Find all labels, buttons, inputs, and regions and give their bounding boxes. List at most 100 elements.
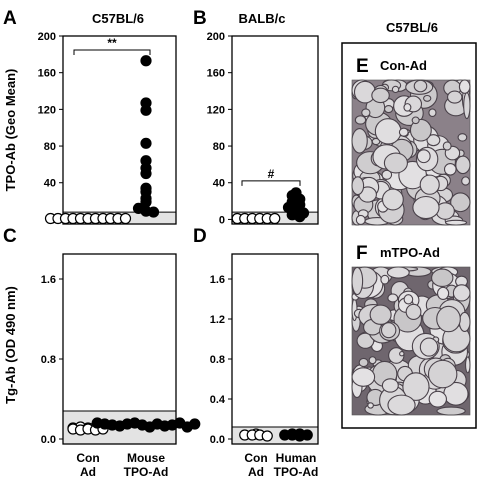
follicle-shape bbox=[442, 141, 452, 151]
data-point bbox=[294, 211, 306, 223]
follicle-shape bbox=[383, 152, 408, 174]
follicle-shape bbox=[367, 402, 374, 409]
follicle-shape bbox=[371, 87, 390, 104]
follicle-shape bbox=[447, 90, 463, 104]
follicle-shape bbox=[412, 195, 440, 220]
histology-title: C57BL/6 bbox=[386, 20, 438, 35]
follicle-shape bbox=[361, 108, 371, 118]
follicle-shape bbox=[443, 162, 457, 176]
y-tick-label: 40 bbox=[44, 178, 56, 190]
follicle-shape bbox=[387, 293, 399, 303]
micrograph-mtpo-ad bbox=[351, 266, 471, 416]
y-tick-label: 120 bbox=[207, 104, 225, 116]
follicle-shape bbox=[369, 304, 392, 325]
y-tick-label: 200 bbox=[207, 31, 225, 43]
follicle-shape bbox=[457, 133, 468, 142]
y-tick-label: 1.6 bbox=[41, 274, 56, 286]
plot-frame bbox=[62, 35, 177, 225]
group-label: Con bbox=[76, 451, 99, 465]
follicle-shape bbox=[426, 134, 441, 147]
panel-letter: A bbox=[3, 8, 17, 29]
group-label: TPO-Ad bbox=[274, 465, 319, 478]
panel-title: BALB/c bbox=[239, 11, 286, 26]
data-point bbox=[140, 104, 152, 116]
y-axis-title-bottom: Tg-Ab (OD 490 nm) bbox=[3, 286, 18, 404]
y-tick-label: 0.4 bbox=[210, 394, 226, 406]
follicle-shape bbox=[431, 268, 454, 288]
y-tick-label: 1.2 bbox=[210, 314, 225, 326]
panel-e-label: Con-Ad bbox=[380, 58, 427, 73]
follicle-shape bbox=[358, 357, 369, 368]
follicle-shape bbox=[351, 367, 376, 387]
y-tick-label: 160 bbox=[38, 68, 56, 80]
follicle-shape bbox=[409, 118, 432, 142]
follicle-shape bbox=[423, 94, 432, 102]
data-point bbox=[301, 429, 313, 441]
panel-f-letter: F bbox=[356, 243, 368, 264]
follicle-shape bbox=[386, 266, 410, 279]
follicle-shape bbox=[398, 127, 409, 137]
y-tick-label: 0.0 bbox=[210, 434, 225, 446]
data-point bbox=[140, 137, 152, 149]
follicle-shape bbox=[351, 176, 365, 196]
follicle-shape bbox=[381, 378, 399, 393]
follicle-shape bbox=[402, 372, 430, 401]
follicle-shape bbox=[444, 219, 468, 226]
y-tick-label: 1.6 bbox=[210, 274, 225, 286]
follicle-shape bbox=[356, 332, 375, 349]
follicle-shape bbox=[405, 303, 422, 321]
plot-frame bbox=[231, 253, 319, 445]
follicle-shape bbox=[381, 188, 404, 211]
significance-marker: ** bbox=[107, 36, 117, 50]
y-tick-label: 0.8 bbox=[41, 354, 56, 366]
panel-f-label: mTPO-Ad bbox=[380, 245, 440, 260]
plot-frame bbox=[62, 253, 177, 445]
follicle-shape bbox=[436, 406, 466, 416]
follicle-shape bbox=[355, 214, 366, 226]
follicle-shape bbox=[416, 149, 431, 164]
group-label: Ad bbox=[80, 465, 96, 478]
y-tick-label: 120 bbox=[38, 104, 56, 116]
follicle-shape bbox=[428, 390, 447, 408]
follicle-shape bbox=[399, 351, 405, 357]
follicle-shape bbox=[391, 85, 400, 94]
follicle-shape bbox=[436, 286, 450, 301]
follicle-shape bbox=[458, 79, 471, 94]
panel-letter: B bbox=[193, 8, 207, 29]
follicle-shape bbox=[436, 305, 461, 333]
follicle-shape bbox=[419, 337, 439, 357]
data-point bbox=[261, 430, 273, 442]
follicle-shape bbox=[455, 155, 471, 175]
follicle-shape bbox=[458, 311, 471, 333]
data-point bbox=[140, 55, 152, 67]
follicle-shape bbox=[419, 174, 440, 195]
group-label: Human bbox=[276, 451, 317, 465]
y-tick-label: 0.8 bbox=[210, 354, 225, 366]
follicle-shape bbox=[403, 294, 414, 305]
panel-letter: D bbox=[193, 226, 207, 247]
histology-panel: C57BL/6 E Con-Ad F mTPO-Ad bbox=[341, 20, 477, 429]
follicle-shape bbox=[351, 127, 368, 154]
follicle-shape bbox=[403, 103, 412, 112]
data-point bbox=[119, 212, 132, 225]
group-label: TPO-Ad bbox=[124, 465, 169, 478]
significance-marker: # bbox=[268, 167, 275, 181]
follicle-shape bbox=[380, 274, 390, 285]
y-tick-label: 0 bbox=[219, 214, 225, 226]
follicle-shape bbox=[380, 322, 397, 339]
follicle-shape bbox=[463, 92, 471, 120]
y-tick-label: 160 bbox=[207, 68, 225, 80]
follicle-shape bbox=[381, 169, 393, 180]
significance-bracket bbox=[241, 180, 301, 186]
follicle-shape bbox=[452, 284, 471, 302]
data-point bbox=[147, 206, 160, 218]
follicle-shape bbox=[354, 115, 367, 125]
significance-bracket bbox=[73, 49, 151, 55]
follicle-shape bbox=[374, 118, 402, 145]
follicle-shape bbox=[461, 176, 471, 186]
panel-e-letter: E bbox=[356, 56, 369, 77]
